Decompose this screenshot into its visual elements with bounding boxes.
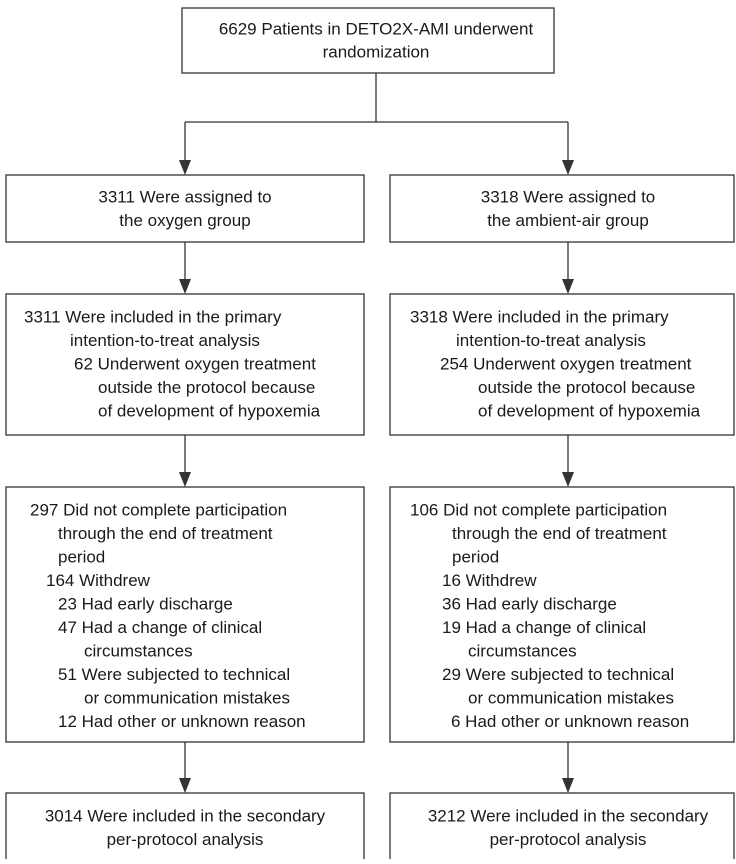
randomization-box: [181, 7, 555, 74]
box-text: through the end of treatment: [452, 524, 667, 543]
discontinued-box: [389, 486, 735, 743]
box-text: 6 Had other or unknown reason: [451, 712, 689, 731]
arrowhead: [179, 160, 191, 175]
box-text: 106 Did not complete participation: [410, 500, 667, 519]
box-text: 3014 Were included in the secondary: [45, 806, 326, 825]
box-text: of development of hypoxemia: [98, 401, 321, 420]
assigned-box: [389, 174, 735, 243]
box-text: or communication mistakes: [84, 688, 290, 707]
discontinued-box: [5, 486, 365, 743]
box-text: 3318 Were included in the primary: [410, 307, 669, 326]
box-text: 3318 Were assigned to: [481, 187, 656, 206]
box-text: period: [452, 547, 499, 566]
box-text: of development of hypoxemia: [478, 401, 701, 420]
box-text: 6629 Patients in DETO2X-AMI underwent: [219, 19, 534, 38]
box-text: 164 Withdrew: [46, 571, 151, 590]
analysis-box: [389, 293, 735, 436]
box-text: 16 Withdrew: [442, 571, 537, 590]
box-text: circumstances: [84, 641, 193, 660]
box-text: intention-to-treat analysis: [70, 331, 260, 350]
arrowhead: [179, 778, 191, 793]
box-text: 3311 Were assigned to: [98, 187, 271, 206]
box-text: 12 Had other or unknown reason: [58, 712, 306, 731]
box-text: 23 Had early discharge: [58, 594, 233, 613]
box-text: outside the protocol because: [478, 378, 695, 397]
box-text: through the end of treatment: [58, 524, 273, 543]
box-text: 3311 Were included in the primary: [24, 307, 282, 326]
secondary-box: [5, 792, 365, 864]
box-text: the oxygen group: [119, 211, 250, 230]
box-text: period: [58, 547, 105, 566]
arrowhead: [562, 778, 574, 793]
box-text: per-protocol analysis: [490, 830, 647, 849]
arrowhead: [562, 279, 574, 294]
box-text: or communication mistakes: [468, 688, 674, 707]
box-text: 19 Had a change of clinical: [442, 618, 646, 637]
box-text: 36 Had early discharge: [442, 594, 617, 613]
box-text: 297 Did not complete participation: [30, 500, 287, 519]
box-text: 47 Had a change of clinical: [58, 618, 262, 637]
connector: [184, 73, 569, 163]
box-text: 29 Were subjected to technical: [442, 665, 674, 684]
box-text: the ambient-air group: [487, 211, 649, 230]
box-text: 51 Were subjected to technical: [58, 665, 290, 684]
arrowhead: [562, 160, 574, 175]
arrowhead: [179, 472, 191, 487]
box-text: circumstances: [468, 641, 577, 660]
box-text: randomization: [323, 42, 430, 61]
box-text: 62 Underwent oxygen treatment: [74, 354, 316, 373]
box-text: outside the protocol because: [98, 378, 315, 397]
box-text: 3212 Were included in the secondary: [428, 806, 709, 825]
arrowhead: [562, 472, 574, 487]
secondary-box: [389, 792, 735, 864]
arrowhead: [179, 279, 191, 294]
assigned-box: [5, 174, 365, 243]
box-text: 254 Underwent oxygen treatment: [440, 354, 692, 373]
box-text: per-protocol analysis: [107, 830, 264, 849]
box-text: intention-to-treat analysis: [456, 331, 646, 350]
